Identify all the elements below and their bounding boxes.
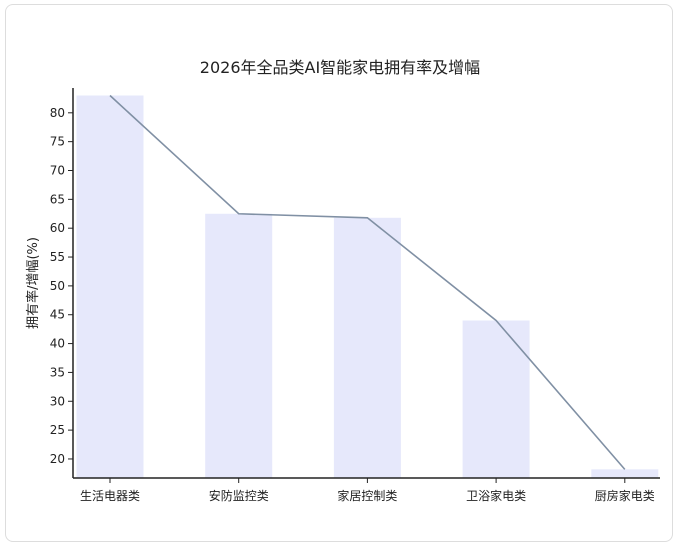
y-tick-label: 40 <box>50 337 65 351</box>
bar-1 <box>205 213 273 478</box>
series-line <box>109 94 626 470</box>
y-tick-label: 25 <box>50 423 65 437</box>
y-tick-label: 45 <box>50 308 65 322</box>
bar-3 <box>462 320 530 478</box>
y-axis-label: 拥有率/增幅(%) <box>25 237 41 329</box>
bar-4 <box>591 469 659 478</box>
y-tick-label: 65 <box>50 192 65 206</box>
x-tick-label: 卫浴家电类 <box>466 488 526 503</box>
x-tick-label: 家居控制类 <box>337 488 397 503</box>
x-tick-label: 厨房家电类 <box>595 488 655 503</box>
y-tick-label: 35 <box>50 365 65 379</box>
y-tick-label: 30 <box>50 394 65 408</box>
y-tick-label: 70 <box>50 164 65 178</box>
y-tick-label: 60 <box>50 221 65 235</box>
chart-title: 2026年全品类AI智能家电拥有率及增幅 <box>200 58 480 77</box>
y-tick-label: 75 <box>50 135 65 149</box>
x-tick-label: 安防监控类 <box>209 488 269 503</box>
bar-2 <box>333 217 401 479</box>
y-tick-label: 55 <box>50 250 65 264</box>
x-tick-label: 生活电器类 <box>80 489 140 503</box>
y-tick-label: 20 <box>50 452 65 466</box>
bar-0 <box>76 95 144 478</box>
y-tick-label: 80 <box>50 106 65 120</box>
y-tick-label: 50 <box>50 279 65 293</box>
